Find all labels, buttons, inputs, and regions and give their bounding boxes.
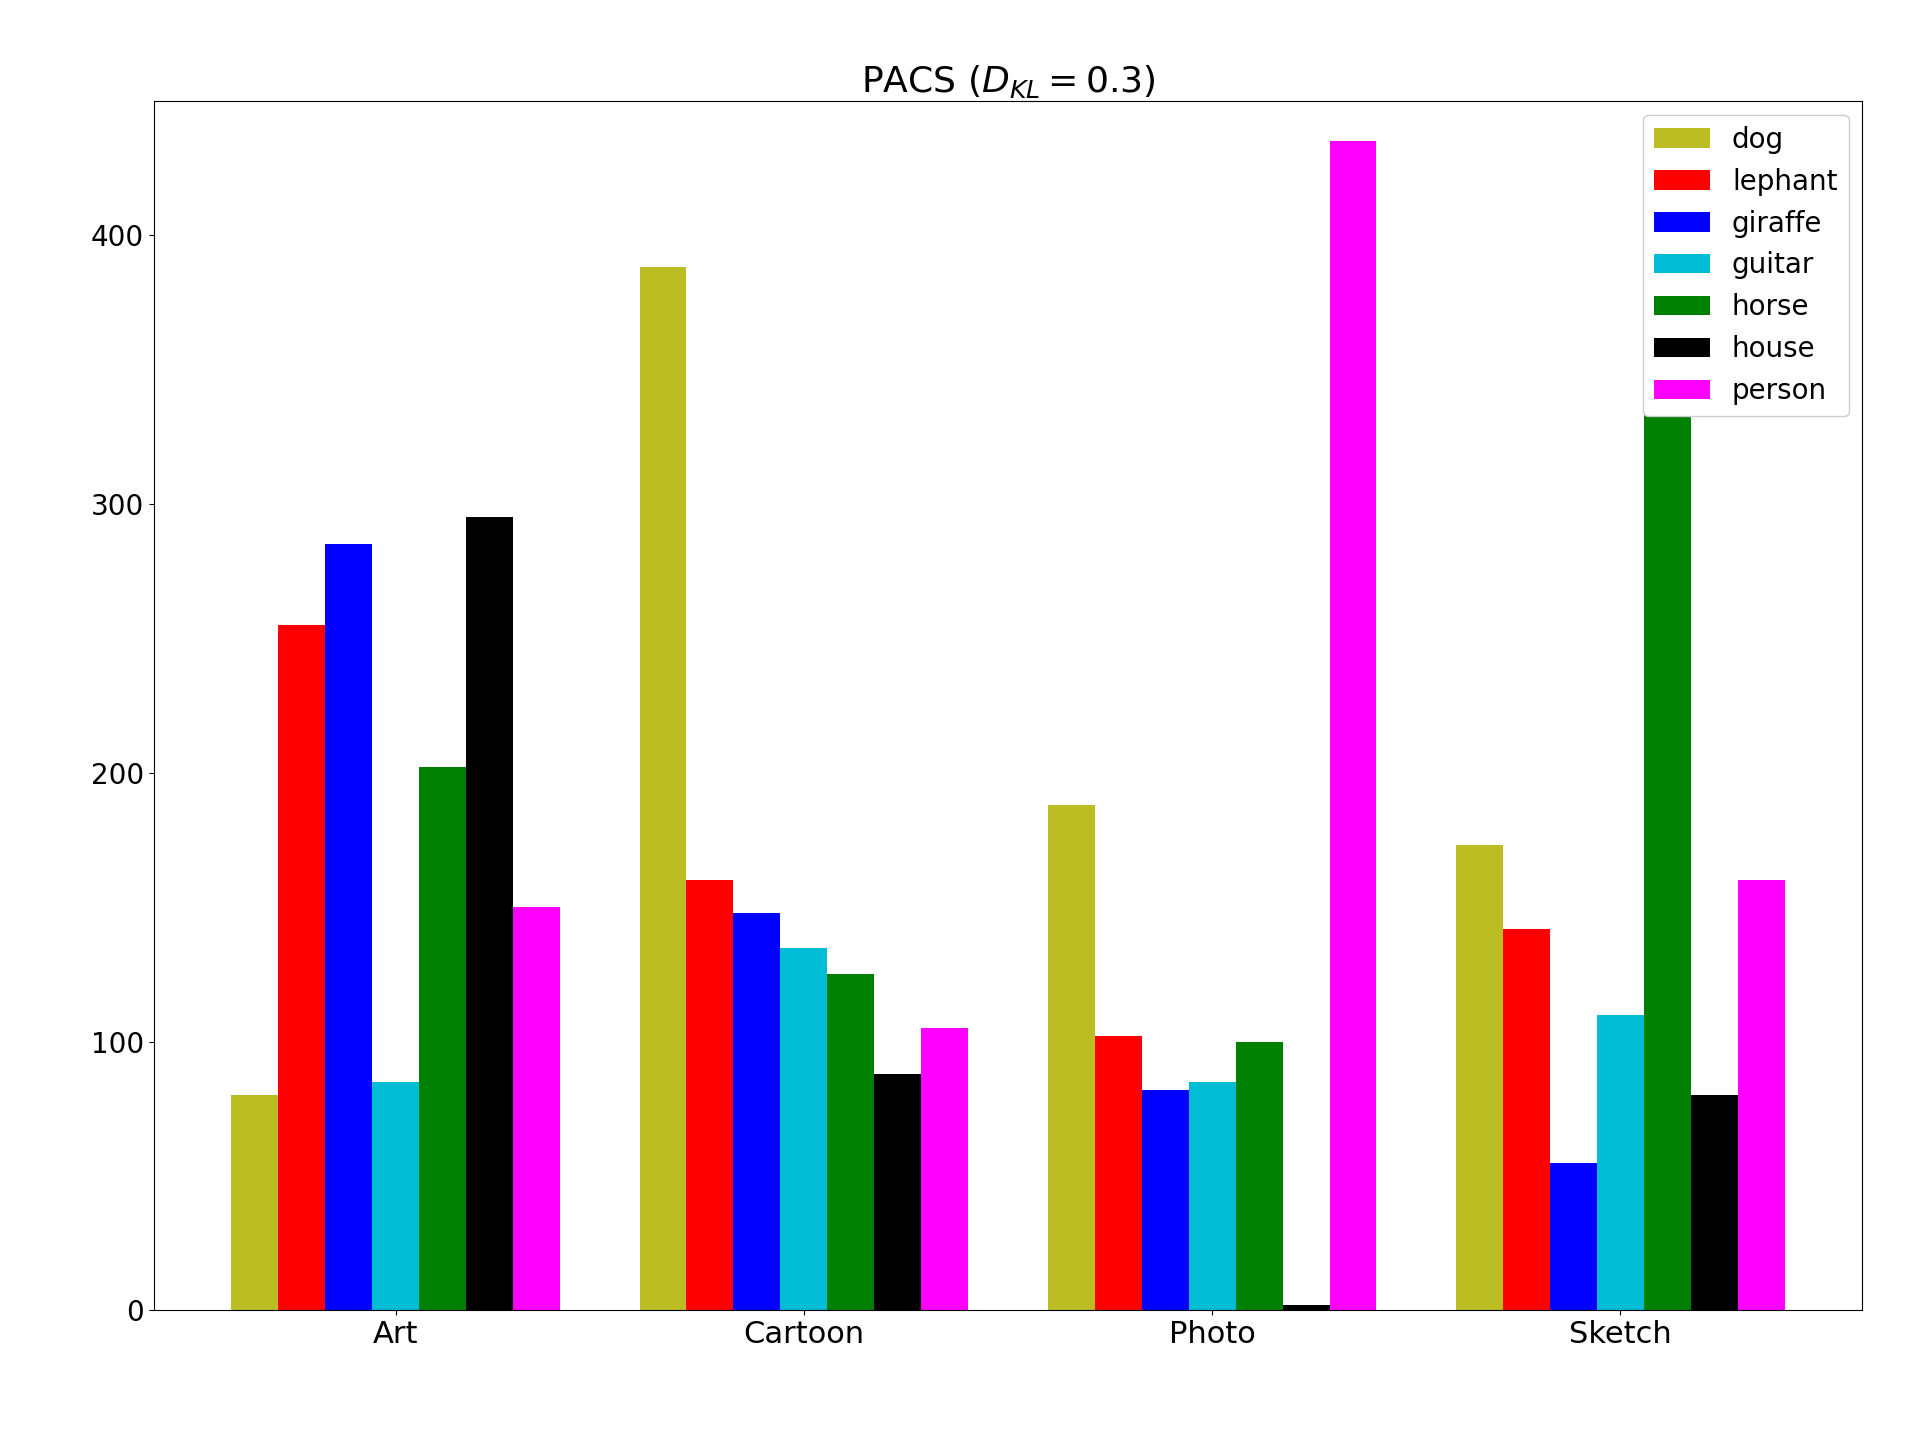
Bar [1549, 1162, 1597, 1310]
Legend: dog, lephant, giraffe, guitar, horse, house, person: dog, lephant, giraffe, guitar, horse, ho… [1644, 115, 1849, 416]
Title: PACS ($D_{KL} = 0.3$): PACS ($D_{KL} = 0.3$) [860, 63, 1156, 101]
Bar [419, 768, 467, 1310]
Bar [1094, 1037, 1142, 1310]
Bar [1048, 805, 1094, 1310]
Bar [1455, 845, 1503, 1310]
Bar [324, 544, 372, 1310]
Bar [372, 1081, 419, 1310]
Bar [278, 625, 324, 1310]
Bar [1236, 1041, 1283, 1310]
Bar [513, 907, 561, 1310]
Bar [230, 1096, 278, 1310]
Bar [1738, 880, 1786, 1310]
Bar [1188, 1081, 1236, 1310]
Bar [467, 517, 513, 1310]
Bar [780, 948, 828, 1310]
Bar [1692, 1096, 1738, 1310]
Bar [733, 913, 780, 1310]
Bar [1597, 1015, 1644, 1310]
Bar [922, 1028, 968, 1310]
Bar [1329, 141, 1377, 1310]
Bar [1503, 929, 1549, 1310]
Bar [828, 975, 874, 1310]
Bar [687, 880, 733, 1310]
Bar [639, 268, 687, 1310]
Bar [874, 1074, 922, 1310]
Bar [1142, 1090, 1188, 1310]
Bar [1283, 1305, 1329, 1310]
Bar [1644, 190, 1692, 1310]
